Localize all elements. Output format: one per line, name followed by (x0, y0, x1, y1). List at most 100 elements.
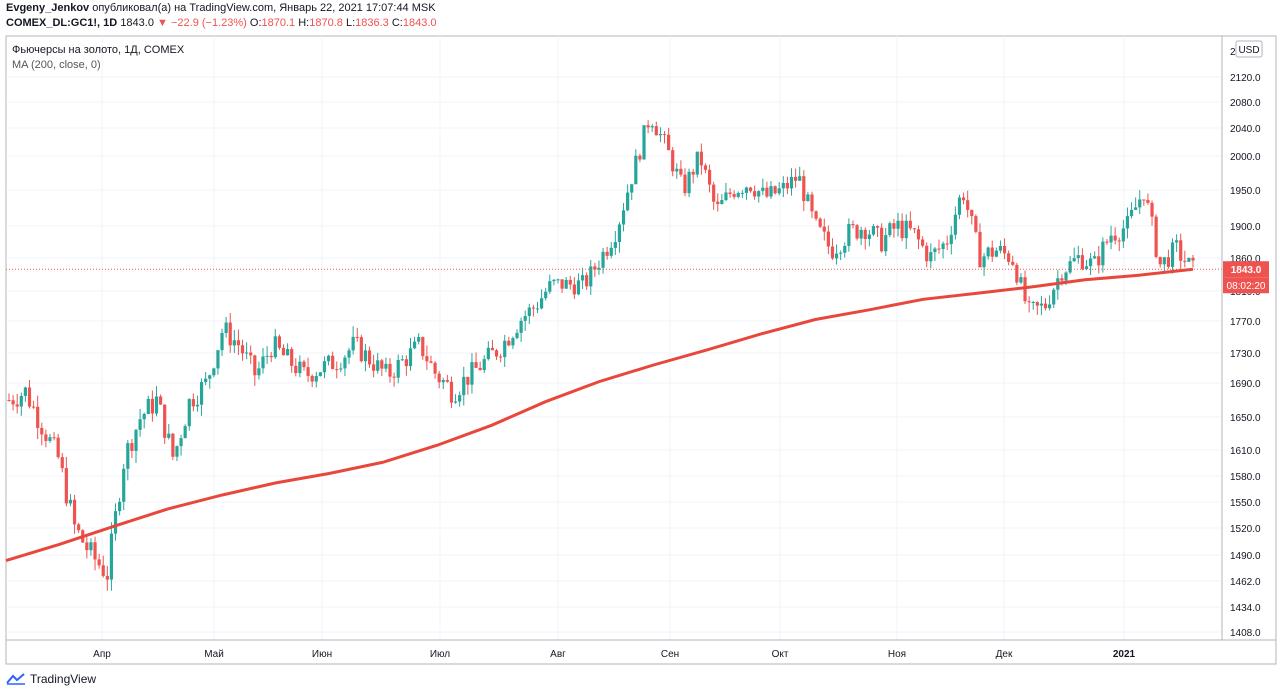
candle (515, 329, 519, 340)
candle (1191, 255, 1195, 268)
candle (1179, 233, 1183, 270)
candle (531, 304, 536, 317)
candle (794, 168, 798, 188)
candle (146, 395, 150, 415)
candle (298, 355, 302, 378)
candle (105, 565, 109, 591)
candle (761, 178, 765, 196)
candle (1015, 262, 1019, 286)
ohlc-line: COMEX_DL:GC1!, 1D 1843.0 ▼ −22.9 (−1.23%… (6, 17, 437, 29)
candle (31, 400, 36, 409)
candle (966, 190, 970, 218)
legend-title[interactable]: Фьючерсы на золото, 1Д, COMEX (12, 44, 185, 56)
author-name[interactable]: Evgeny_Jenkov (6, 2, 90, 14)
candle (1117, 237, 1121, 252)
price-tick-label: 1490.0 (1230, 551, 1261, 562)
candle (634, 149, 638, 185)
candle (650, 123, 654, 132)
candle (921, 236, 925, 248)
candle (384, 357, 388, 373)
candle (134, 428, 138, 463)
candle (1011, 255, 1015, 267)
candle (990, 240, 994, 262)
price-tick-label: 1520.0 (1230, 524, 1261, 535)
candle (474, 352, 478, 369)
candle (322, 356, 327, 379)
candle (314, 371, 318, 388)
candle (736, 191, 740, 199)
candle (118, 497, 122, 516)
price-axis: 1408.0 1434.0 1462.0 1490.0 1520.0 1550.0 1580… (1230, 47, 1261, 639)
candle (1088, 252, 1093, 276)
candle (417, 333, 421, 345)
candle (941, 241, 945, 259)
candle (929, 243, 933, 269)
legend-indicator[interactable]: MA (200, close, 0) (12, 59, 101, 71)
candle (671, 146, 675, 177)
currency-badge[interactable]: USD (1235, 40, 1263, 58)
countdown-text: 08:02:20 (1227, 281, 1266, 292)
candle (372, 354, 376, 378)
candle (85, 533, 89, 559)
candle (593, 262, 597, 277)
candle (359, 334, 363, 363)
candle (691, 168, 695, 184)
candle (839, 250, 843, 261)
candle (1150, 200, 1154, 226)
candle (400, 355, 404, 361)
candle (572, 277, 576, 299)
candle (1158, 256, 1162, 268)
candle (617, 222, 622, 253)
candle (1187, 257, 1191, 263)
candle (642, 125, 646, 160)
candle (265, 346, 269, 365)
candle (458, 391, 462, 407)
candle (187, 398, 191, 431)
candle (1043, 298, 1048, 311)
countdown-box (1223, 277, 1269, 294)
candle (23, 386, 27, 402)
candle (499, 353, 503, 363)
candle (253, 354, 257, 386)
candle (609, 242, 613, 259)
candle (1109, 225, 1113, 250)
candle (560, 279, 564, 294)
candle (1175, 234, 1179, 252)
candle (781, 176, 785, 198)
candle (490, 339, 495, 351)
candle (228, 312, 232, 353)
candle (773, 185, 777, 195)
price-tick-label: 2040.0 (1230, 124, 1261, 135)
candle (888, 221, 892, 238)
grid-lines (6, 36, 1222, 640)
candle (1035, 301, 1039, 315)
candle (68, 494, 73, 507)
candle (494, 348, 499, 360)
time-tick-label: Июл (430, 649, 450, 660)
footer: TradingView (6, 672, 96, 686)
brand-name[interactable]: TradingView (30, 672, 97, 686)
candle (1142, 199, 1146, 206)
candle (204, 372, 208, 386)
candle (277, 334, 281, 351)
publish-info: Evgeny_Jenkov опубликовал(а) на TradingV… (6, 2, 436, 14)
candle (1183, 250, 1187, 268)
candle (388, 358, 392, 383)
candle (466, 376, 470, 395)
candle (1154, 214, 1158, 259)
candle (1134, 197, 1138, 211)
candle (232, 330, 236, 353)
candle (376, 352, 380, 374)
candle (994, 247, 998, 258)
candle (757, 190, 761, 203)
time-axis: Апр Май Июн Июл Авг Сен Окт Ноя Дек 2021 (93, 649, 1135, 660)
candle (126, 440, 130, 481)
candle (52, 432, 56, 441)
candle (281, 344, 286, 356)
candle (859, 226, 863, 246)
candle (703, 163, 708, 174)
candle (564, 276, 568, 289)
candle (953, 206, 957, 240)
candle (1125, 207, 1130, 239)
